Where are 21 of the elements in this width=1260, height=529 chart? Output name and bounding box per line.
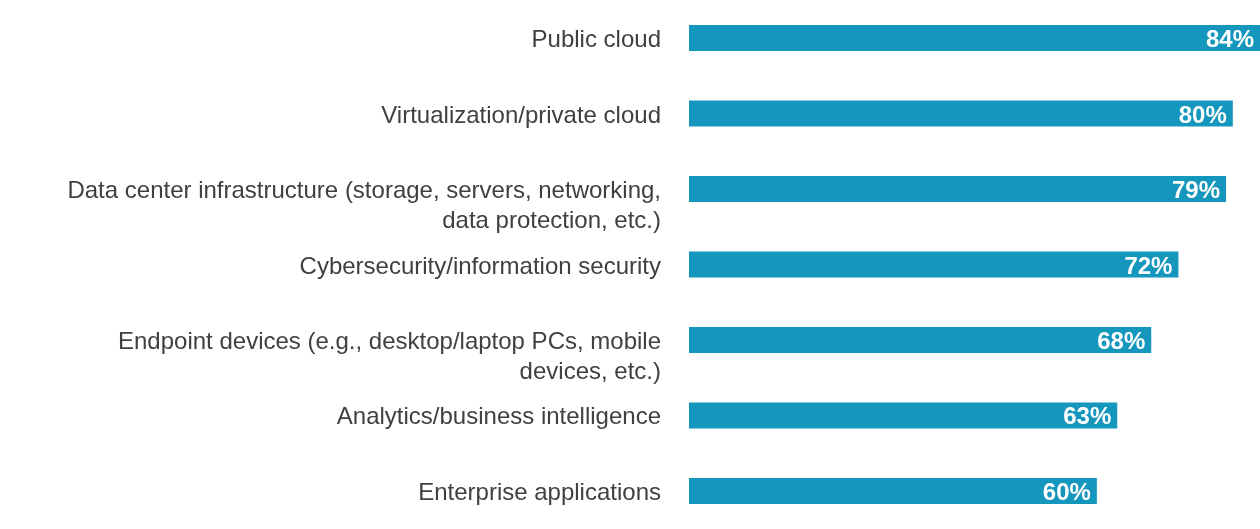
y-tick-label: Virtualization/private cloud <box>381 100 661 128</box>
y-tick-label: Enterprise applications <box>418 477 661 505</box>
bar <box>689 402 1118 429</box>
bar <box>689 176 1227 203</box>
bar <box>689 25 1260 52</box>
data-label: 80% <box>1178 100 1227 128</box>
data-label: 60% <box>1042 477 1091 505</box>
bar <box>689 100 1233 127</box>
data-label: 68% <box>1097 326 1146 354</box>
data-label: 72% <box>1124 251 1173 279</box>
y-tick-label: Public cloud <box>531 25 661 53</box>
y-tick-label: Endpoint devices (e.g., desktop/laptop PCs, mobile devices, etc.) <box>118 326 661 384</box>
bar <box>689 326 1152 353</box>
data-label: 84% <box>1205 25 1254 53</box>
y-tick-label: Analytics/business intelligence <box>336 402 661 430</box>
data-label: 79% <box>1171 176 1221 204</box>
y-tick-label: Cybersecurity/information security <box>299 251 661 279</box>
bar <box>689 251 1179 278</box>
data-label: 63% <box>1063 402 1112 430</box>
bar <box>689 477 1097 504</box>
y-tick-label: Data center infrastructure (storage, servers, networking, data protection, etc.) <box>67 176 661 234</box>
